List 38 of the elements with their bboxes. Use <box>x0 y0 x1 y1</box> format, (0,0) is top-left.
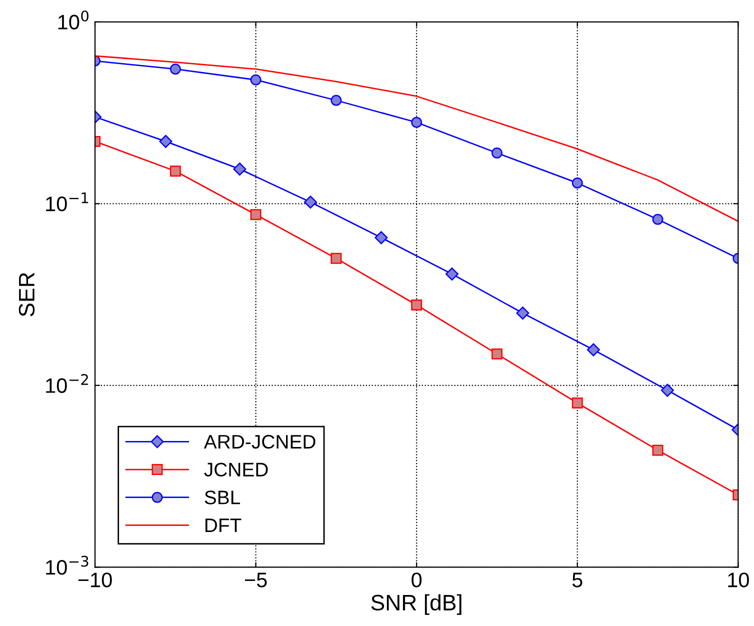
point <box>660 384 674 397</box>
legend-label: ARD-JCNED <box>204 434 316 449</box>
point <box>233 162 246 176</box>
point <box>491 348 502 360</box>
point <box>159 134 172 148</box>
point <box>652 214 664 225</box>
y-tick-label: 10$^{−3}$ <box>46 556 88 575</box>
point <box>411 300 422 310</box>
point <box>170 64 181 75</box>
point <box>572 177 583 188</box>
x-tick-label: −10 <box>78 572 112 588</box>
x-tick-label: −5 <box>244 572 267 588</box>
point <box>586 343 600 356</box>
x-tick-label: 10 <box>728 572 749 588</box>
point <box>170 166 181 177</box>
x-tick-label: 0 <box>412 572 422 588</box>
line-series <box>95 55 738 222</box>
legend-label: JCNED <box>204 462 268 477</box>
y-tick-label: 10$^{−2}$ <box>46 374 88 393</box>
point <box>572 398 583 409</box>
x-axis-title: SNR [dB] <box>371 594 462 615</box>
point <box>330 94 342 106</box>
point <box>516 306 530 320</box>
x-tick-label: 5 <box>572 572 582 588</box>
y-tick-label: 10$^{0}$ <box>58 10 88 30</box>
y-axis-title: SER <box>18 272 35 316</box>
legend-label: DFT <box>205 518 242 532</box>
legend-label: SBL <box>204 490 240 504</box>
point <box>652 444 664 456</box>
point <box>330 252 342 264</box>
y-tick-label: 10$^{−1}$ <box>46 192 88 212</box>
point <box>374 231 388 244</box>
point <box>445 268 458 281</box>
point <box>250 74 262 86</box>
point <box>491 148 502 158</box>
point <box>411 116 422 128</box>
point <box>250 209 262 220</box>
point <box>304 196 317 209</box>
